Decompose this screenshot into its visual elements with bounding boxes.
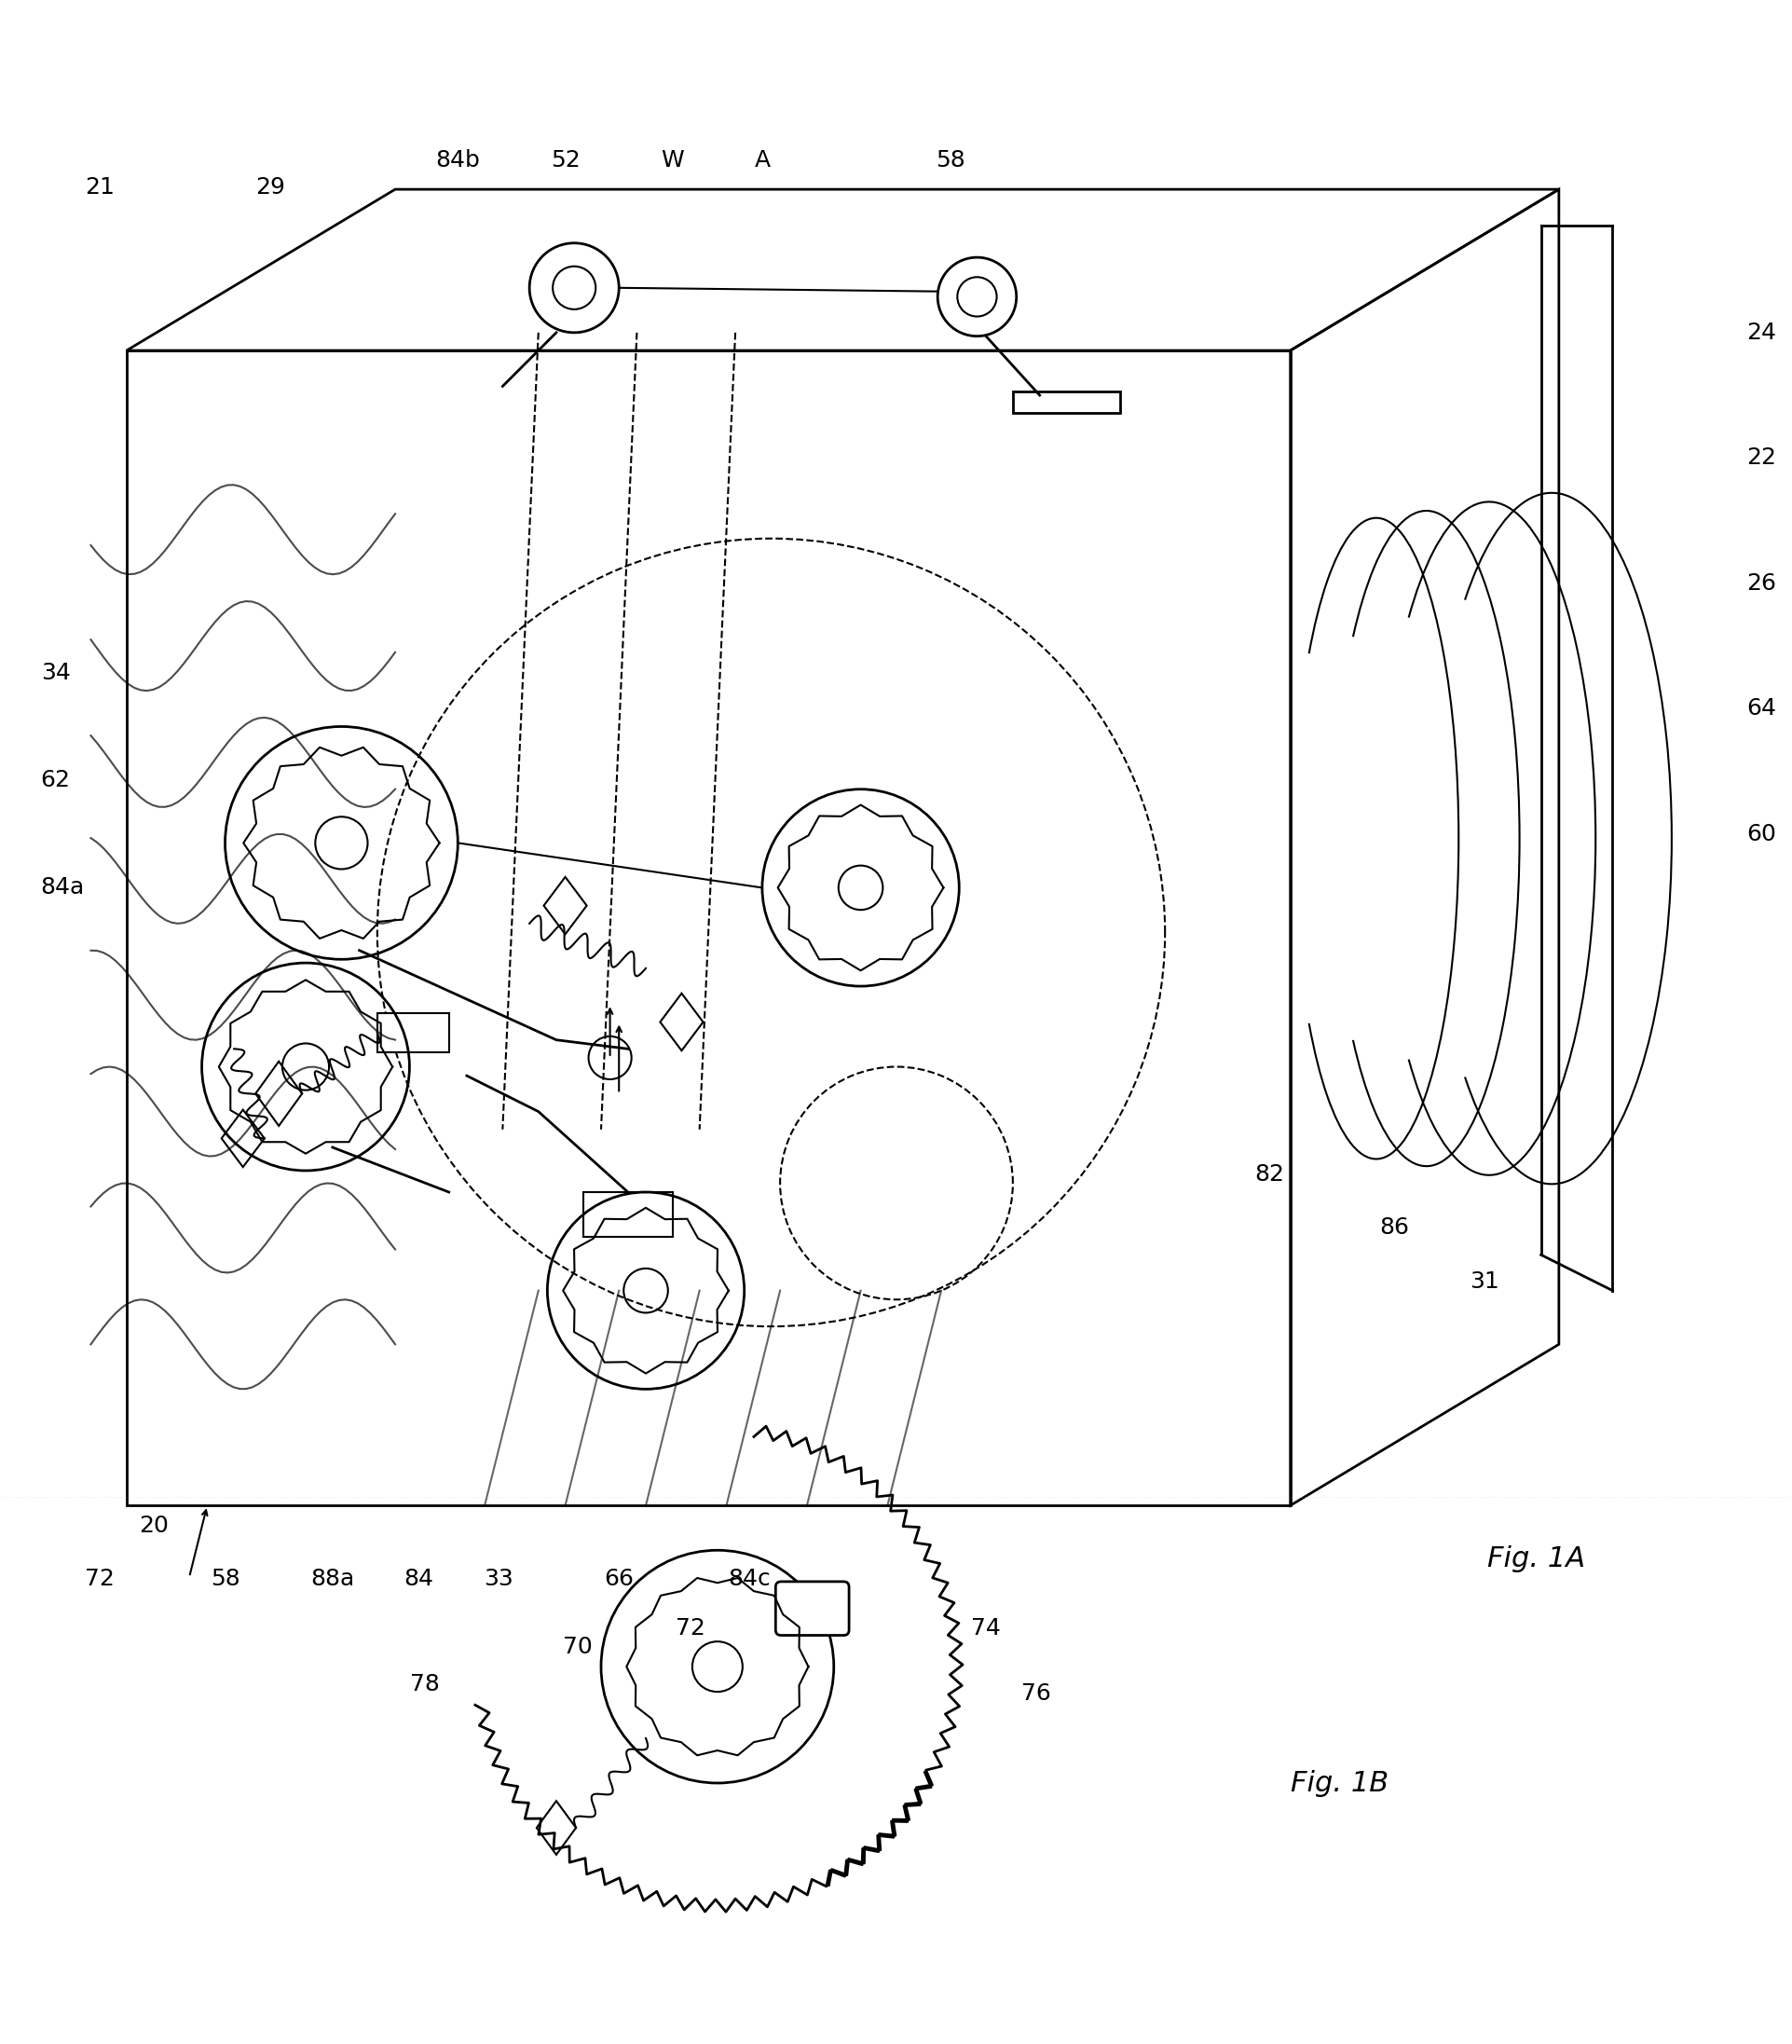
Text: 33: 33 <box>484 1568 514 1590</box>
Text: 60: 60 <box>1745 824 1776 844</box>
Text: 84b: 84b <box>435 149 480 172</box>
Text: 74: 74 <box>971 1617 1000 1639</box>
Text: 88a: 88a <box>310 1568 355 1590</box>
Text: 62: 62 <box>41 769 70 791</box>
Text: 58: 58 <box>210 1568 240 1590</box>
Text: 84: 84 <box>403 1568 434 1590</box>
Text: W: W <box>661 149 685 172</box>
FancyBboxPatch shape <box>376 1014 448 1053</box>
Text: 22: 22 <box>1745 448 1776 470</box>
Text: 64: 64 <box>1745 697 1776 719</box>
Text: 29: 29 <box>254 176 285 198</box>
FancyBboxPatch shape <box>776 1582 849 1635</box>
Text: 24: 24 <box>1745 321 1776 343</box>
Text: 78: 78 <box>410 1674 439 1697</box>
Text: Fig. 1B: Fig. 1B <box>1290 1770 1387 1797</box>
Text: 21: 21 <box>84 176 115 198</box>
FancyBboxPatch shape <box>1012 392 1120 413</box>
Text: 20: 20 <box>138 1515 168 1537</box>
Text: 58: 58 <box>935 149 964 172</box>
Text: 86: 86 <box>1380 1216 1409 1239</box>
Text: 52: 52 <box>550 149 581 172</box>
Text: 70: 70 <box>563 1635 591 1658</box>
Text: 82: 82 <box>1254 1163 1283 1186</box>
Text: 76: 76 <box>1021 1682 1050 1705</box>
Text: 26: 26 <box>1745 572 1776 595</box>
Text: 84c: 84c <box>728 1568 771 1590</box>
Text: 84a: 84a <box>41 877 84 899</box>
Text: Fig. 1A: Fig. 1A <box>1487 1545 1584 1572</box>
Text: 34: 34 <box>41 662 70 685</box>
Text: 72: 72 <box>84 1568 115 1590</box>
Text: 66: 66 <box>604 1568 634 1590</box>
Text: 72: 72 <box>676 1617 704 1639</box>
Text: A: A <box>754 149 771 172</box>
Text: 31: 31 <box>1469 1271 1498 1294</box>
FancyBboxPatch shape <box>582 1192 672 1237</box>
